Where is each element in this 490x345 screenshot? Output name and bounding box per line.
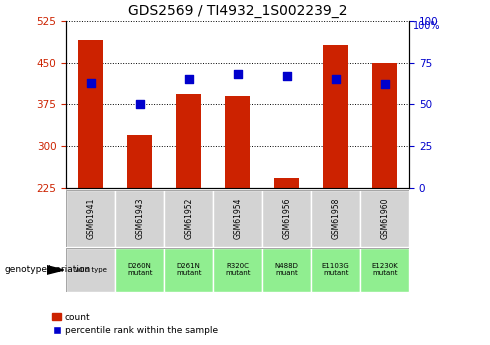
Polygon shape: [47, 266, 64, 274]
Bar: [372, 62, 397, 188]
Point: [381, 81, 389, 87]
Point: [283, 73, 291, 79]
Point: [332, 77, 340, 82]
Point: [136, 101, 144, 107]
Text: GSM61952: GSM61952: [184, 198, 193, 239]
Bar: [66, 190, 115, 247]
Text: GSM61954: GSM61954: [233, 197, 242, 239]
Text: GSM61956: GSM61956: [282, 197, 291, 239]
Text: GSM61943: GSM61943: [135, 197, 144, 239]
Bar: [274, 178, 299, 188]
Text: D260N
mutant: D260N mutant: [127, 264, 152, 276]
Bar: [213, 190, 262, 247]
Text: R320C
mutant: R320C mutant: [225, 264, 250, 276]
Point: [234, 71, 242, 77]
Point: [87, 80, 95, 85]
Text: N488D
muant: N488D muant: [275, 264, 298, 276]
Title: GDS2569 / TI4932_1S002239_2: GDS2569 / TI4932_1S002239_2: [128, 4, 347, 18]
Text: GSM61960: GSM61960: [380, 197, 389, 239]
Bar: [176, 94, 201, 188]
Bar: [164, 248, 213, 292]
Legend: count, percentile rank within the sample: count, percentile rank within the sample: [49, 309, 221, 339]
Bar: [311, 190, 360, 247]
Text: E1103G
mutant: E1103G mutant: [322, 264, 349, 276]
Bar: [262, 190, 311, 247]
Bar: [311, 248, 360, 292]
Bar: [262, 248, 311, 292]
Bar: [225, 96, 250, 188]
Text: D261N
mutant: D261N mutant: [176, 264, 201, 276]
Text: 100%: 100%: [413, 21, 440, 31]
Bar: [323, 45, 348, 188]
Bar: [78, 40, 103, 188]
Bar: [360, 248, 409, 292]
Point: [185, 77, 193, 82]
Bar: [360, 190, 409, 247]
Bar: [115, 248, 164, 292]
Text: genotype/variation: genotype/variation: [5, 265, 91, 275]
Bar: [164, 190, 213, 247]
Bar: [127, 135, 152, 188]
Text: GSM61958: GSM61958: [331, 198, 340, 239]
Text: GSM61941: GSM61941: [86, 198, 95, 239]
Bar: [213, 248, 262, 292]
Text: E1230K
mutant: E1230K mutant: [371, 264, 398, 276]
Bar: [115, 190, 164, 247]
Bar: [66, 248, 115, 292]
Text: wild type: wild type: [74, 267, 107, 273]
